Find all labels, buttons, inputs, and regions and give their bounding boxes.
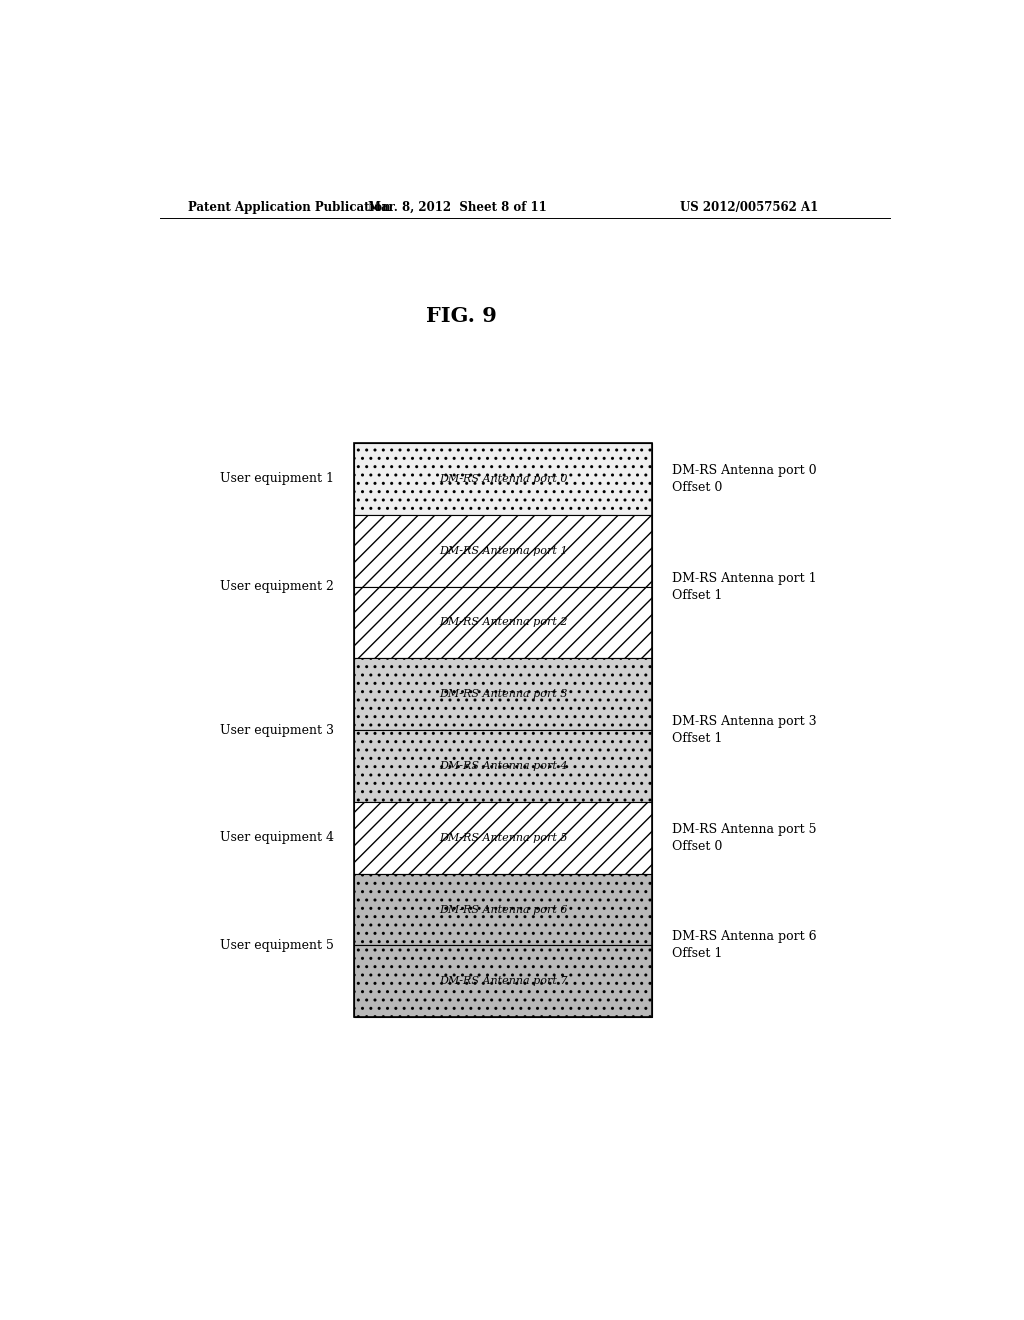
- Text: DM-RS Antenna port 3
Offset 1: DM-RS Antenna port 3 Offset 1: [672, 715, 816, 744]
- Bar: [354, 444, 651, 1018]
- Bar: [354, 586, 651, 659]
- Text: FIG. 9: FIG. 9: [426, 306, 497, 326]
- Text: DM-RS Antenna port 7: DM-RS Antenna port 7: [438, 977, 567, 986]
- Text: DM-RS Antenna port 1: DM-RS Antenna port 1: [438, 545, 567, 556]
- Text: DM-RS Antenna port 5
Offset 0: DM-RS Antenna port 5 Offset 0: [672, 822, 816, 853]
- Bar: [354, 803, 651, 874]
- Text: Mar. 8, 2012  Sheet 8 of 11: Mar. 8, 2012 Sheet 8 of 11: [368, 201, 547, 214]
- Text: User equipment 1: User equipment 1: [220, 473, 334, 486]
- Text: DM-RS Antenna port 4: DM-RS Antenna port 4: [438, 762, 567, 771]
- Bar: [354, 730, 651, 803]
- Text: DM-RS Antenna port 0
Offset 0: DM-RS Antenna port 0 Offset 0: [672, 463, 816, 494]
- Text: DM-RS Antenna port 5: DM-RS Antenna port 5: [438, 833, 567, 842]
- Text: DM-RS Antenna port 3: DM-RS Antenna port 3: [438, 689, 567, 700]
- Text: DM-RS Antenna port 2: DM-RS Antenna port 2: [438, 618, 567, 627]
- Text: Patent Application Publication: Patent Application Publication: [187, 201, 390, 214]
- Text: DM-RS Antenna port 6
Offset 1: DM-RS Antenna port 6 Offset 1: [672, 931, 816, 961]
- Text: User equipment 2: User equipment 2: [220, 579, 334, 593]
- Text: DM-RS Antenna port 0: DM-RS Antenna port 0: [438, 474, 567, 484]
- Bar: [354, 874, 651, 945]
- Text: User equipment 3: User equipment 3: [220, 723, 334, 737]
- Bar: [354, 515, 651, 586]
- Bar: [354, 659, 651, 730]
- Bar: [354, 444, 651, 515]
- Bar: [354, 945, 651, 1018]
- Text: DM-RS Antenna port 6: DM-RS Antenna port 6: [438, 904, 567, 915]
- Text: US 2012/0057562 A1: US 2012/0057562 A1: [680, 201, 818, 214]
- Text: User equipment 5: User equipment 5: [220, 939, 334, 952]
- Text: DM-RS Antenna port 1
Offset 1: DM-RS Antenna port 1 Offset 1: [672, 572, 816, 602]
- Text: User equipment 4: User equipment 4: [220, 832, 334, 845]
